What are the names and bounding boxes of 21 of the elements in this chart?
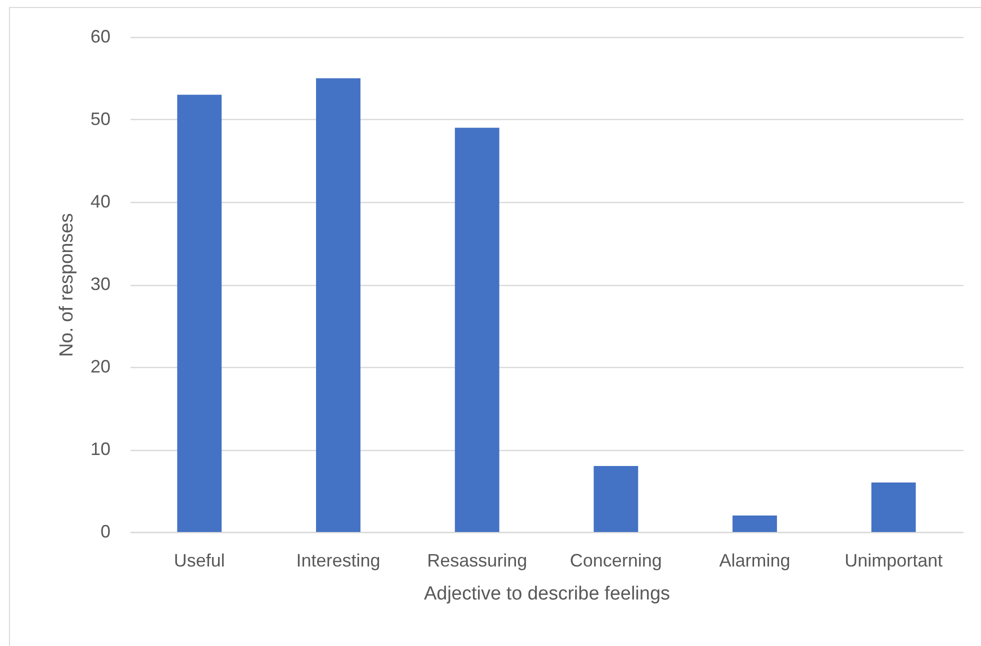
x-tick-label: Resassuring [427, 550, 528, 570]
y-tick-label: 10 [90, 439, 110, 459]
y-tick-label: 30 [90, 274, 110, 294]
y-tick-label: 60 [90, 26, 110, 46]
bar [454, 128, 500, 532]
bar [594, 466, 638, 532]
y-axis-title: No. of responses [56, 213, 78, 357]
y-tick-label: 50 [90, 109, 110, 129]
y-tick-label: 20 [90, 356, 110, 376]
bar [177, 94, 222, 532]
x-tick-label: Unimportant [844, 550, 943, 570]
bar [732, 516, 777, 532]
y-tick-label: 40 [90, 192, 110, 212]
x-tick-label: Alarming [719, 550, 790, 570]
x-tick-label: Concerning [570, 550, 662, 570]
x-tick-label: Useful [174, 550, 225, 570]
bar [871, 482, 916, 532]
bar [316, 78, 360, 532]
x-axis-title: Adjective to describe feelings [424, 584, 670, 604]
y-tick-label: 0 [100, 522, 110, 542]
x-tick-label: Interesting [296, 550, 380, 570]
